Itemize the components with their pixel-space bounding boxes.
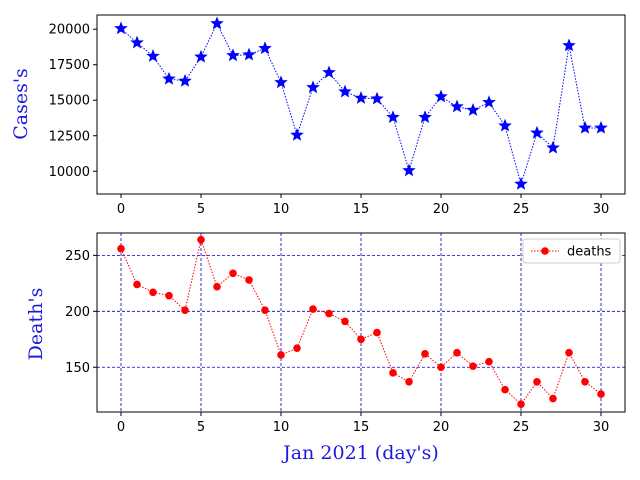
data-point [354, 91, 368, 104]
y-tick-label: 17500 [49, 58, 90, 73]
x-tick-label: 30 [593, 420, 610, 435]
data-point [306, 80, 320, 94]
data-point [549, 394, 557, 403]
data-point [133, 280, 141, 289]
data-point [533, 377, 541, 386]
x-tick-label: 20 [433, 420, 450, 435]
y-axis-label: Death's [25, 288, 47, 361]
data-point [530, 125, 544, 139]
data-point [181, 306, 189, 314]
data-point [466, 103, 480, 116]
x-tick-label: 25 [513, 202, 530, 217]
data-point [434, 89, 448, 103]
x-tick-label: 0 [117, 420, 125, 435]
data-point [498, 118, 512, 132]
data-point [165, 291, 173, 300]
data-point [450, 99, 464, 113]
x-tick-label: 20 [433, 202, 450, 217]
data-point [274, 75, 288, 89]
x-axis-label: Jan 2021 (day's) [281, 442, 439, 464]
chart-2: 0 5 10 15 20 25 30 150 200 250 Death's Jan 2021 (da… [25, 232, 626, 464]
y-tick-label: 10000 [49, 165, 90, 180]
data-point [114, 21, 128, 35]
chart-1: 0 5 10 15 20 25 30 10000 12500 15000 17500 20000 Cas… [10, 14, 626, 217]
y-axis-label: Cases's [10, 68, 32, 140]
y-tick-label: 250 [65, 249, 90, 264]
legend-box [522, 238, 621, 264]
data-point [581, 377, 589, 386]
data-point [149, 288, 157, 297]
legend: deaths [522, 238, 621, 264]
plot-frame [96, 232, 626, 413]
data-point [437, 363, 445, 372]
data-point [261, 306, 269, 314]
data-point [213, 282, 221, 291]
y-tick-label: 150 [65, 361, 90, 376]
data-point [357, 335, 365, 344]
data-point [546, 140, 560, 154]
y-tick-label: 200 [65, 305, 90, 320]
x-tick-label: 15 [353, 202, 370, 217]
data-point [386, 110, 400, 124]
data-point [197, 235, 205, 244]
data-point [338, 84, 352, 98]
data-point [226, 48, 240, 62]
data-point [517, 400, 525, 408]
x-tick-label: 10 [273, 202, 290, 217]
y-tick-label: 15000 [49, 94, 90, 109]
data-point [597, 390, 605, 398]
data-point [178, 73, 192, 87]
data-point [501, 385, 509, 394]
data-point [245, 276, 253, 284]
data-point [293, 344, 301, 353]
y-tick-label: 20000 [49, 23, 90, 38]
x-tick-label: 5 [197, 420, 205, 435]
data-point [162, 71, 176, 85]
data-point [210, 16, 224, 30]
data-point [562, 38, 576, 52]
data-point [242, 47, 256, 61]
data-point [594, 120, 608, 134]
data-point [229, 269, 237, 278]
data-point [309, 305, 317, 313]
x-tick-label: 10 [273, 420, 290, 435]
data-point [341, 317, 349, 326]
data-point [578, 120, 592, 134]
data-point [370, 91, 384, 105]
x-tick-label: 0 [117, 202, 125, 217]
data-point [565, 348, 573, 357]
data-point [322, 65, 336, 79]
data-point [421, 350, 429, 358]
x-tick-label: 15 [353, 420, 370, 435]
data-point [117, 244, 125, 253]
data-point [514, 176, 528, 190]
data-point [325, 309, 333, 318]
legend-label: deaths [567, 245, 612, 260]
data-point [482, 95, 496, 109]
data-point [258, 41, 272, 55]
x-tick-label: 5 [197, 202, 205, 217]
data-point [290, 127, 304, 141]
data-point [485, 357, 493, 366]
series-line [120, 22, 601, 186]
data-point [402, 163, 416, 177]
data-point [373, 328, 381, 337]
y-tick-label: 12500 [49, 129, 90, 144]
plot-frame [96, 14, 626, 195]
data-point [277, 351, 285, 359]
data-point [469, 362, 477, 370]
data-point [418, 110, 432, 124]
data-point [146, 49, 160, 62]
data-point [130, 35, 144, 49]
x-tick-label: 30 [593, 202, 610, 217]
data-point [405, 377, 413, 386]
x-tick-label: 25 [513, 420, 530, 435]
legend-marker [541, 247, 549, 255]
data-point [389, 369, 397, 377]
data-point [453, 348, 461, 357]
data-point [194, 49, 208, 63]
